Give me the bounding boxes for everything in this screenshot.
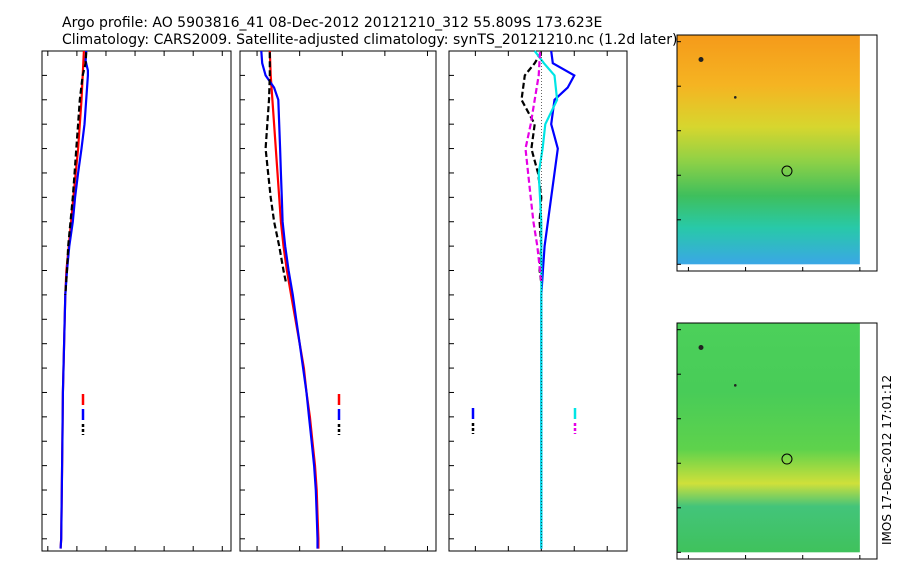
axes-frame xyxy=(41,50,232,552)
series-line-3 xyxy=(524,52,543,283)
axes-frame xyxy=(448,50,628,552)
argo-position-marker xyxy=(781,165,793,177)
temperature-panel xyxy=(41,50,232,552)
series-line-0 xyxy=(540,50,576,549)
salinity-panel xyxy=(239,50,437,552)
island-marker xyxy=(733,384,737,387)
data-field xyxy=(677,35,860,265)
data-field xyxy=(677,323,860,553)
figure-title-line1: Argo profile: AO 5903816_41 08-Dec-2012 … xyxy=(62,15,602,31)
sst-map-panel xyxy=(676,34,878,272)
series-line-2 xyxy=(264,52,288,283)
figure-title-line2: Climatology: CARS2009. Satellite-adjuste… xyxy=(62,32,677,48)
series-line-1 xyxy=(59,50,90,549)
island-marker xyxy=(698,344,704,350)
argo-position-marker xyxy=(781,453,793,465)
series-line-2 xyxy=(64,52,88,295)
series-line-1 xyxy=(260,50,319,549)
difference-panel xyxy=(448,50,628,552)
imos-timestamp: IMOS 17-Dec-2012 17:01:12 xyxy=(880,375,894,545)
sla-map-panel xyxy=(676,322,878,560)
island-marker xyxy=(698,56,704,62)
map-border xyxy=(676,34,878,272)
island-marker xyxy=(733,96,737,99)
map-border xyxy=(676,322,878,560)
axes-frame xyxy=(239,50,437,552)
